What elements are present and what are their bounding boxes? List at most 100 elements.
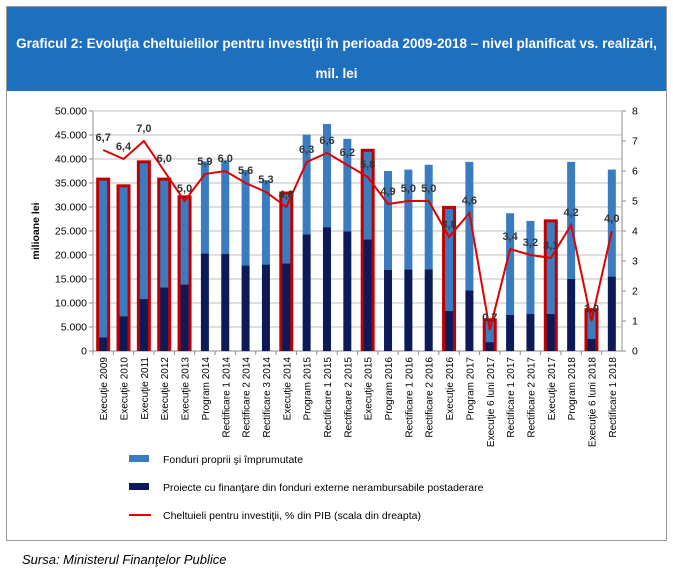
data-label-gdp-share: 0,7	[482, 312, 497, 324]
legend-label-external-funds: Proiecte cu finanţare din fonduri extern…	[163, 482, 484, 494]
bar-own-funds	[282, 194, 291, 264]
data-label-gdp-share: 4,6	[462, 195, 477, 207]
bar-external-funds	[445, 311, 454, 351]
data-label-gdp-share: 3,4	[502, 231, 518, 243]
line-gdp-share	[102, 139, 613, 331]
bar-own-funds	[322, 123, 331, 228]
bar-own-funds	[160, 180, 169, 288]
bar-external-funds	[119, 316, 128, 351]
bar-own-funds	[119, 187, 128, 317]
bar-own-funds	[567, 161, 576, 279]
bar-own-funds	[343, 138, 352, 232]
x-tick-label: Program 2016	[384, 357, 395, 421]
bar-own-funds	[221, 160, 230, 255]
legend-swatch-external-funds	[129, 483, 149, 490]
chart-title-line1: Graficul 2: Evoluţia cheltuielilor pentr…	[16, 36, 657, 51]
y2-tick-label: 8	[632, 106, 638, 118]
y2-tick-label: 4	[632, 226, 638, 238]
y-tick-label: 40.000	[55, 154, 87, 166]
x-tick-label: Execuţie 2009	[99, 357, 110, 421]
bar-own-funds	[587, 311, 596, 339]
y2-tick-label: 5	[632, 196, 638, 208]
bar-external-funds	[343, 231, 352, 351]
y-tick-label: 5.000	[61, 322, 87, 334]
bar-external-funds	[587, 339, 596, 351]
bar-own-funds	[241, 170, 250, 266]
y2-tick-label: 3	[632, 256, 638, 268]
y2-tick-label: 0	[632, 346, 638, 358]
bar-external-funds	[221, 254, 230, 351]
chart-title: Graficul 2: Evoluţia cheltuielilor pentr…	[7, 7, 666, 91]
data-label-gdp-share: 5,0	[401, 183, 416, 195]
bar-external-funds	[200, 253, 209, 351]
x-tick-label: Execuţie 2012	[160, 357, 171, 421]
data-label-gdp-share: 4,8	[279, 189, 294, 201]
bar-external-funds	[404, 269, 413, 351]
x-tick-label: Rectificare 2 2016	[425, 357, 436, 438]
x-tick-label: Program 2018	[567, 357, 578, 421]
data-label-gdp-share: 6,4	[116, 141, 132, 153]
bar-external-funds	[261, 264, 270, 351]
bar-own-funds	[200, 161, 209, 254]
bar-external-funds	[363, 239, 372, 351]
x-tick-label: Program 2014	[201, 357, 212, 421]
y-tick-label: 15.000	[55, 274, 87, 286]
y-tick-label: 35.000	[55, 178, 87, 190]
bar-own-funds	[404, 169, 413, 270]
data-label-gdp-share: 5,0	[177, 183, 192, 195]
bar-external-funds	[384, 269, 393, 351]
data-label-gdp-share: 6,0	[218, 153, 233, 165]
bar-external-funds	[607, 276, 616, 351]
y-tick-label: 25.000	[55, 226, 87, 238]
data-label-gdp-share: 1,0	[584, 303, 599, 315]
bar-external-funds	[160, 287, 169, 351]
bar-own-funds	[424, 164, 433, 270]
data-label-gdp-share: 5,3	[258, 174, 273, 186]
bar-external-funds	[526, 314, 535, 351]
y2-tick-label: 1	[632, 316, 638, 328]
x-tick-label: Program 2015	[303, 357, 314, 421]
y2-tick-label: 6	[632, 166, 638, 178]
data-label-gdp-share: 6,2	[340, 147, 355, 159]
x-tick-label: Rectificare 1 2017	[506, 357, 517, 438]
x-tick-label: Rectificare 1 2014	[221, 357, 232, 438]
x-tick-label: Execuţie 2013	[181, 357, 192, 421]
bar-external-funds	[139, 299, 148, 351]
y-tick-label: 50.000	[55, 106, 87, 118]
data-label-gdp-share: 5,6	[238, 165, 253, 177]
x-tick-label: Rectificare 1 2018	[608, 357, 619, 438]
x-tick-label: Execuţie 2010	[120, 357, 131, 421]
bar-own-funds	[139, 163, 148, 300]
bar-external-funds	[567, 279, 576, 351]
data-label-gdp-share: 4,2	[563, 207, 578, 219]
legend-swatch-own-funds	[129, 455, 149, 462]
y-tick-label: 20.000	[55, 250, 87, 262]
bar-external-funds	[302, 234, 311, 351]
chart-svg: 0 5.000 10.000 15.000 20.000 25.000 30.000 35.0…	[30, 106, 638, 523]
chart-frame: Graficul 2: Evoluţia cheltuielilor pentr…	[6, 6, 667, 541]
data-label-gdp-share: 6,6	[319, 135, 334, 147]
x-tick-label: Execuţie 2016	[445, 357, 456, 421]
x-tick-label: Rectificare 3 2014	[262, 357, 273, 438]
data-label-gdp-share: 5,8	[360, 159, 375, 171]
bar-external-funds	[180, 284, 189, 351]
data-label-gdp-share: 3,1	[543, 240, 558, 252]
data-label-gdp-share: 7,0	[136, 123, 151, 135]
chart-title-line2: mil. lei	[315, 66, 358, 81]
bar-own-funds	[485, 321, 494, 343]
bar-own-funds	[506, 213, 515, 315]
bar-external-funds	[99, 337, 108, 351]
bar-own-funds	[546, 222, 555, 315]
x-tick-label: Rectificare 2 2017	[526, 357, 537, 438]
bar-external-funds	[485, 342, 494, 351]
bar-own-funds	[99, 180, 108, 338]
data-label-gdp-share: 5,9	[197, 156, 212, 168]
bar-external-funds	[465, 290, 474, 351]
bar-external-funds	[322, 227, 331, 351]
bar-own-funds	[465, 161, 474, 291]
y-axis-title: milioane lei	[30, 202, 42, 259]
bar-own-funds	[526, 220, 535, 315]
x-tick-label: Execuţie 2011	[140, 357, 151, 420]
legend-label-gdp-share: Cheltuieli pentru investiţii, % din PIB …	[163, 510, 421, 522]
bar-external-funds	[546, 314, 555, 351]
